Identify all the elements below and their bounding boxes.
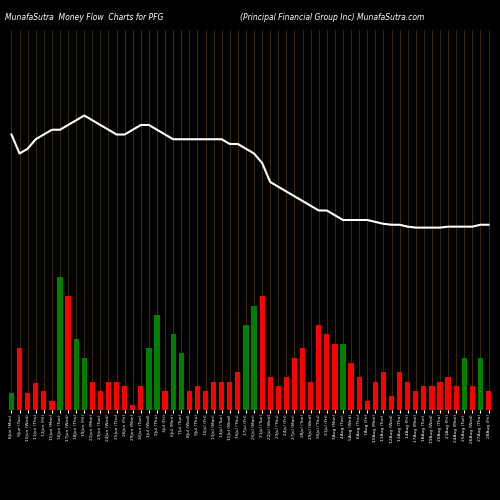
Bar xyxy=(260,296,265,410)
Bar xyxy=(332,344,338,410)
Bar xyxy=(170,334,176,410)
Bar xyxy=(219,382,224,410)
Bar xyxy=(421,386,426,410)
Bar xyxy=(340,344,345,410)
Bar xyxy=(106,382,111,410)
Bar xyxy=(122,386,128,410)
Bar xyxy=(90,382,95,410)
Bar xyxy=(405,382,410,410)
Bar xyxy=(364,400,370,410)
Text: MunafaSutra  Money Flow  Charts for PFG: MunafaSutra Money Flow Charts for PFG xyxy=(5,12,164,22)
Bar xyxy=(244,324,248,410)
Bar xyxy=(178,353,184,410)
Bar xyxy=(138,386,143,410)
Bar xyxy=(470,386,475,410)
Bar xyxy=(381,372,386,410)
Bar xyxy=(389,396,394,410)
Bar xyxy=(276,386,281,410)
Bar xyxy=(308,382,314,410)
Bar xyxy=(324,334,330,410)
Bar xyxy=(50,400,54,410)
Bar xyxy=(162,391,168,410)
Bar xyxy=(348,362,354,410)
Bar xyxy=(33,384,38,410)
Bar xyxy=(98,391,103,410)
Bar xyxy=(154,315,160,410)
Bar xyxy=(235,372,240,410)
Bar xyxy=(284,377,289,410)
Bar xyxy=(252,306,256,410)
Bar xyxy=(462,358,467,410)
Bar xyxy=(74,339,79,410)
Bar xyxy=(454,386,459,410)
Bar xyxy=(41,391,46,410)
Bar xyxy=(268,377,273,410)
Bar xyxy=(438,382,442,410)
Bar xyxy=(186,391,192,410)
Bar xyxy=(58,277,62,410)
Bar xyxy=(195,386,200,410)
Bar xyxy=(300,348,305,410)
Bar xyxy=(66,296,70,410)
Bar xyxy=(17,348,22,410)
Bar xyxy=(413,391,418,410)
Bar xyxy=(486,391,491,410)
Bar xyxy=(227,382,232,410)
Bar xyxy=(211,382,216,410)
Bar xyxy=(292,358,297,410)
Bar xyxy=(146,348,152,410)
Bar xyxy=(114,382,119,410)
Bar xyxy=(203,391,208,410)
Bar xyxy=(356,377,362,410)
Bar xyxy=(9,393,14,410)
Bar xyxy=(446,377,450,410)
Bar xyxy=(478,358,483,410)
Bar xyxy=(397,372,402,410)
Bar xyxy=(316,324,322,410)
Bar xyxy=(130,405,136,410)
Bar xyxy=(372,382,378,410)
Bar xyxy=(430,386,434,410)
Bar xyxy=(82,358,87,410)
Text: (Principal Financial Group Inc) MunafaSutra.com: (Principal Financial Group Inc) MunafaSu… xyxy=(240,12,424,22)
Bar xyxy=(25,393,30,410)
